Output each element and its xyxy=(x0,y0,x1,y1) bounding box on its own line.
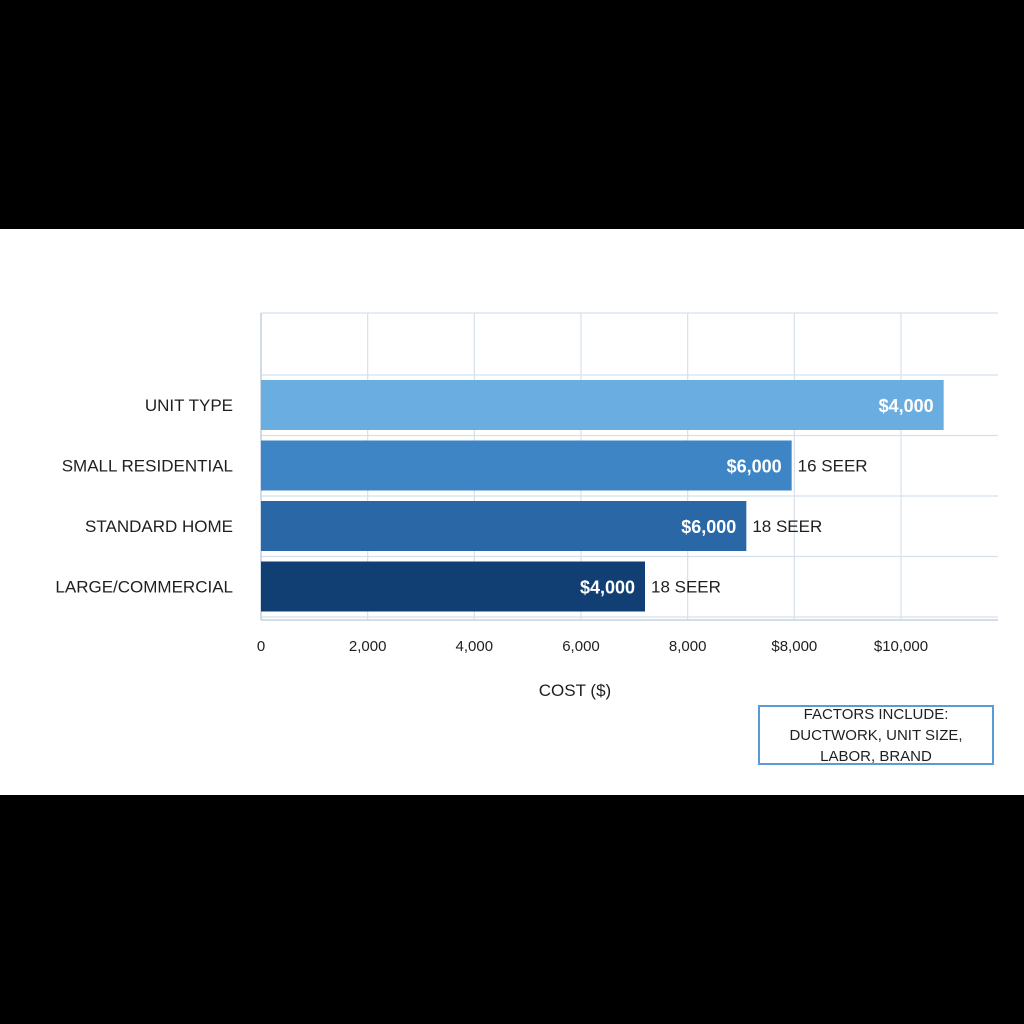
bar xyxy=(261,440,792,491)
x-tick-label: 8,000 xyxy=(669,638,707,655)
bar xyxy=(261,501,747,551)
factors-note: FACTORS INCLUDE: DUCTWORK, UNIT SIZE, LA… xyxy=(758,705,994,765)
category-label: SMALL RESIDENTIAL xyxy=(62,457,233,476)
bar-value-label: $6,000 xyxy=(681,517,736,537)
bar-value-label: $6,000 xyxy=(727,457,782,477)
grid xyxy=(260,312,998,621)
x-tick-label: 6,000 xyxy=(562,638,600,655)
x-tick-label: 4,000 xyxy=(456,638,494,655)
bar xyxy=(261,561,645,612)
bar-value-label: $4,000 xyxy=(879,396,934,416)
labels: 0 2,000 4,000 6,000 8,000 $8,000 $10,000 UNIT T… xyxy=(55,396,933,655)
bar-chart: 0 2,000 4,000 6,000 8,000 $8,000 $10,000 UNIT T… xyxy=(55,312,998,700)
category-label: UNIT TYPE xyxy=(145,396,233,415)
bar-value-label: $4,000 xyxy=(580,578,635,598)
bar-annotation: 18 SEER xyxy=(752,517,822,536)
bars xyxy=(261,380,944,612)
factors-note-text: FACTORS INCLUDE: DUCTWORK, UNIT SIZE, LA… xyxy=(789,705,963,765)
x-tick-label: $8,000 xyxy=(771,638,817,655)
x-tick-label: $10,000 xyxy=(874,638,928,655)
category-label: STANDARD HOME xyxy=(85,517,233,536)
category-label: LARGE/COMMERCIAL xyxy=(55,578,233,597)
chart-panel: 0 2,000 4,000 6,000 8,000 $8,000 $10,000 UNIT T… xyxy=(0,229,1024,795)
bar-annotation: 18 SEER xyxy=(651,578,721,597)
x-axis-title: COST ($) xyxy=(539,681,611,700)
x-tick-label: 2,000 xyxy=(349,638,387,655)
bar xyxy=(261,380,944,430)
x-tick-label: 0 xyxy=(257,638,265,655)
bar-annotation: 16 SEER xyxy=(798,457,868,476)
